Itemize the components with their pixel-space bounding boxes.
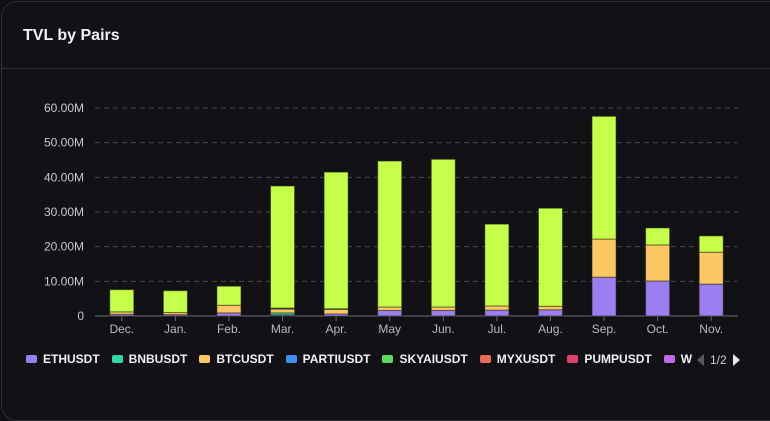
bar-segment-ethusdt[interactable] <box>592 277 616 316</box>
bar-segment-other[interactable] <box>538 208 562 306</box>
bar-segment-ethusdt[interactable] <box>485 310 509 316</box>
bar-segment-other[interactable] <box>110 290 134 312</box>
bar-segment-btcusdt[interactable] <box>431 307 455 310</box>
bar-segment-other[interactable] <box>271 186 295 308</box>
bar-segment-btcusdt[interactable] <box>217 305 241 313</box>
bar-segment-other[interactable] <box>485 224 509 306</box>
legend-swatch-icon <box>112 355 123 363</box>
legend-label: MYXUSDT <box>497 352 556 366</box>
legend-label: W <box>681 352 692 366</box>
legend-pager: 1/2 <box>697 353 740 367</box>
legend-item-myxusdt[interactable]: MYXUSDT <box>480 352 556 366</box>
x-tick-label: Jun. <box>432 322 455 336</box>
bar-segment-btcusdt[interactable] <box>538 306 562 309</box>
legend-swatch-icon <box>382 355 393 363</box>
bar-segment-btcusdt[interactable] <box>485 306 509 310</box>
bar-segment-other[interactable] <box>592 116 616 239</box>
bar-segment-other[interactable] <box>699 236 723 252</box>
legend-prev-arrow-icon[interactable] <box>697 354 704 366</box>
legend-item-bnbusdt[interactable]: BNBUSDT <box>112 352 188 366</box>
bar-segment-ethusdt[interactable] <box>538 310 562 316</box>
bar-segment-ethusdt[interactable] <box>699 284 723 316</box>
legend-label: SKYAIUSDT <box>399 352 467 366</box>
x-tick-label: Apr. <box>325 322 346 336</box>
x-tick-label: Oct. <box>647 322 669 336</box>
x-tick-label: Nov. <box>699 322 723 336</box>
y-tick-label: 10.00M <box>44 274 84 288</box>
legend-item-ethusdt[interactable]: ETHUSDT <box>26 352 100 366</box>
bar-segment-other[interactable] <box>431 159 455 307</box>
legend-page-indicator: 1/2 <box>710 353 727 367</box>
bar-segment-other[interactable] <box>163 291 187 313</box>
legend-item-w[interactable]: W <box>664 352 692 366</box>
bar-segment-other[interactable] <box>217 286 241 305</box>
y-tick-label: 20.00M <box>44 240 84 254</box>
y-tick-label: 30.00M <box>44 205 84 219</box>
x-tick-label: Mar. <box>271 322 294 336</box>
x-tick-label: Aug. <box>538 322 563 336</box>
legend-item-skyaiusdt[interactable]: SKYAIUSDT <box>382 352 467 366</box>
legend-swatch-icon <box>567 355 578 363</box>
bar-segment-btcusdt[interactable] <box>271 309 295 313</box>
legend-swatch-icon <box>26 355 37 363</box>
stacked-bar-chart: 0 10.00M 20.00M 30.00M 40.00M 50.00M 60.00M Dec… <box>0 0 770 345</box>
x-tick-label: Jan. <box>164 322 187 336</box>
bar-segment-other[interactable] <box>324 172 348 309</box>
x-tick-label: Sep. <box>592 322 617 336</box>
y-tick-label: 0 <box>77 309 84 323</box>
legend-label: BTCUSDT <box>216 352 273 366</box>
legend-swatch-icon <box>664 355 675 363</box>
y-tick-label: 60.00M <box>44 101 84 115</box>
y-tick-label: 50.00M <box>44 136 84 150</box>
legend-swatch-icon <box>199 355 210 363</box>
legend-label: ETHUSDT <box>43 352 100 366</box>
x-tick-label: May <box>378 322 401 336</box>
bar-segment-ethusdt[interactable] <box>431 310 455 316</box>
chart-legend: ETHUSDT BNBUSDT BTCUSDT PARTIUSDT SKYAIUSDT M… <box>26 352 704 366</box>
legend-label: PARTIUSDT <box>303 352 371 366</box>
bar-segment-ethusdt[interactable] <box>378 310 402 316</box>
bar-segment-other[interactable] <box>378 161 402 307</box>
legend-item-partiusdt[interactable]: PARTIUSDT <box>286 352 371 366</box>
legend-item-pumpusdt[interactable]: PUMPUSDT <box>567 352 651 366</box>
legend-label: PUMPUSDT <box>584 352 651 366</box>
bar-segment-other[interactable] <box>646 228 670 245</box>
legend-next-arrow-icon[interactable] <box>733 354 740 366</box>
x-tick-label: Dec. <box>109 322 134 336</box>
y-tick-label: 40.00M <box>44 170 84 184</box>
x-tick-label: Jul. <box>488 322 507 336</box>
bar-segment-btcusdt[interactable] <box>699 252 723 284</box>
x-tick-label: Feb. <box>217 322 241 336</box>
legend-swatch-icon <box>480 355 491 363</box>
legend-item-btcusdt[interactable]: BTCUSDT <box>199 352 273 366</box>
bar-segment-btcusdt[interactable] <box>592 239 616 277</box>
bar-segment-ethusdt[interactable] <box>646 281 670 316</box>
bar-segment-btcusdt[interactable] <box>378 307 402 310</box>
bar-segment-btcusdt[interactable] <box>324 309 348 314</box>
bar-segment-btcusdt[interactable] <box>646 245 670 281</box>
legend-label: BNBUSDT <box>129 352 188 366</box>
legend-swatch-icon <box>286 355 297 363</box>
